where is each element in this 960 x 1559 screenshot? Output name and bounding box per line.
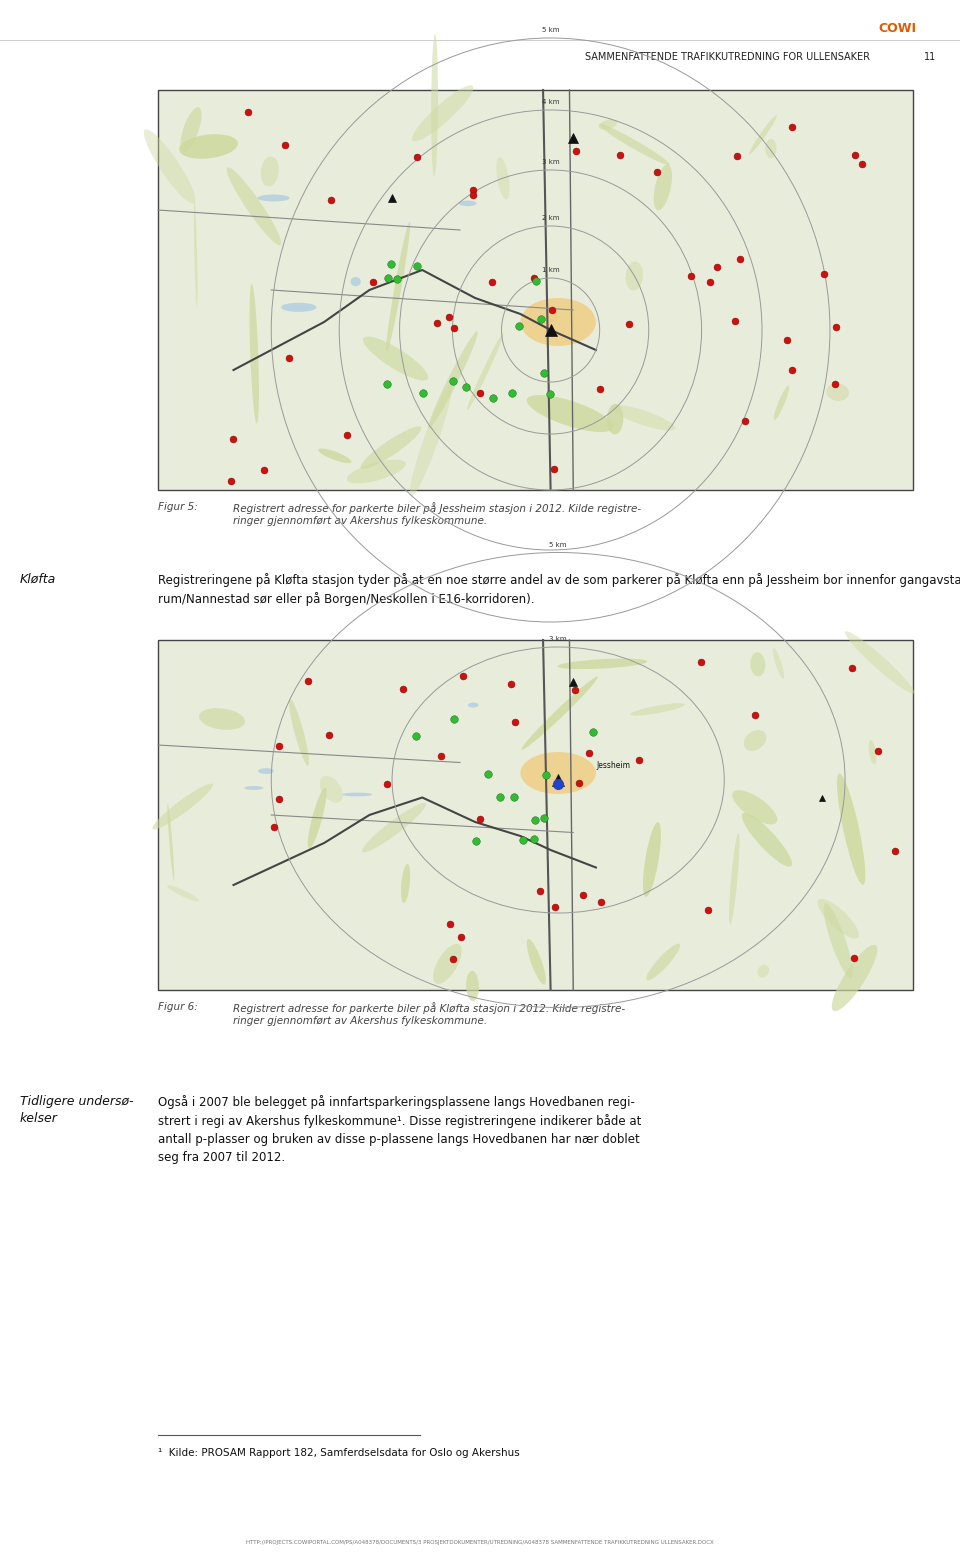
Ellipse shape bbox=[496, 157, 510, 200]
Ellipse shape bbox=[350, 278, 361, 287]
Ellipse shape bbox=[360, 427, 421, 469]
Ellipse shape bbox=[433, 943, 462, 984]
Ellipse shape bbox=[732, 790, 778, 825]
Ellipse shape bbox=[558, 658, 647, 669]
Ellipse shape bbox=[646, 943, 680, 981]
Ellipse shape bbox=[401, 864, 410, 903]
Bar bbox=[158, 641, 913, 990]
Ellipse shape bbox=[845, 631, 914, 694]
Ellipse shape bbox=[654, 165, 672, 210]
Ellipse shape bbox=[827, 384, 849, 401]
Ellipse shape bbox=[308, 787, 326, 848]
Text: Registrert adresse for parkerte biler på Kløfta stasjon i 2012. Kilde registre-
: Registrert adresse for parkerte biler på… bbox=[233, 1002, 625, 1026]
Ellipse shape bbox=[144, 129, 196, 204]
Text: 3 km: 3 km bbox=[541, 159, 560, 165]
Text: 5 km: 5 km bbox=[549, 543, 567, 547]
Text: Figur 5:: Figur 5: bbox=[158, 502, 198, 511]
Ellipse shape bbox=[467, 334, 503, 410]
Text: ¹  Kilde: PROSAM Rapport 182, Samferdselsdata for Oslo og Akershus: ¹ Kilde: PROSAM Rapport 182, Samferdsels… bbox=[158, 1448, 519, 1458]
Ellipse shape bbox=[250, 284, 259, 424]
Text: 1 km: 1 km bbox=[541, 267, 560, 273]
Ellipse shape bbox=[227, 167, 281, 245]
Ellipse shape bbox=[607, 404, 623, 435]
Ellipse shape bbox=[258, 769, 274, 773]
Ellipse shape bbox=[468, 703, 479, 708]
Ellipse shape bbox=[751, 652, 765, 677]
Text: 11: 11 bbox=[924, 51, 936, 62]
Ellipse shape bbox=[749, 115, 777, 154]
Ellipse shape bbox=[599, 123, 670, 165]
Bar bbox=[158, 90, 913, 490]
Ellipse shape bbox=[527, 939, 546, 985]
Ellipse shape bbox=[520, 751, 596, 794]
Ellipse shape bbox=[257, 195, 290, 201]
Text: 3 km: 3 km bbox=[549, 636, 567, 642]
Ellipse shape bbox=[343, 792, 372, 797]
Ellipse shape bbox=[245, 786, 263, 790]
Text: Kløfta: Kløfta bbox=[20, 574, 57, 586]
Ellipse shape bbox=[643, 822, 660, 896]
Ellipse shape bbox=[631, 703, 684, 716]
Ellipse shape bbox=[729, 833, 739, 924]
Ellipse shape bbox=[824, 903, 852, 977]
Text: Figur 6:: Figur 6: bbox=[158, 1002, 198, 1012]
Ellipse shape bbox=[869, 741, 876, 764]
Ellipse shape bbox=[410, 385, 452, 497]
Ellipse shape bbox=[545, 315, 559, 323]
Ellipse shape bbox=[774, 385, 789, 419]
Ellipse shape bbox=[428, 331, 478, 429]
Text: 4 km: 4 km bbox=[541, 100, 560, 106]
Ellipse shape bbox=[194, 201, 198, 307]
Ellipse shape bbox=[362, 803, 426, 853]
Ellipse shape bbox=[180, 134, 238, 159]
Text: 5 km: 5 km bbox=[541, 28, 560, 33]
Ellipse shape bbox=[744, 730, 766, 751]
Text: COWI: COWI bbox=[878, 22, 916, 34]
Text: Registrert adresse for parkerte biler på Jessheim stasjon i 2012. Kilde registre: Registrert adresse for parkerte biler på… bbox=[233, 502, 641, 525]
Ellipse shape bbox=[180, 108, 202, 151]
Text: SAMMENFATTENDE TRAFIKKUTREDNING FOR ULLENSAKER: SAMMENFATTENDE TRAFIKKUTREDNING FOR ULLE… bbox=[585, 51, 870, 62]
Text: Jessheim: Jessheim bbox=[596, 761, 630, 770]
Ellipse shape bbox=[527, 394, 613, 432]
Ellipse shape bbox=[153, 784, 213, 829]
Ellipse shape bbox=[521, 677, 598, 750]
Ellipse shape bbox=[818, 900, 859, 939]
Ellipse shape bbox=[459, 201, 476, 206]
Text: Også i 2007 ble belegget på innfartsparkeringsplassene langs Hovedbanen regi-
st: Også i 2007 ble belegget på innfartspark… bbox=[158, 1094, 641, 1165]
Ellipse shape bbox=[347, 460, 406, 483]
Ellipse shape bbox=[765, 139, 777, 157]
Ellipse shape bbox=[831, 945, 877, 1012]
Ellipse shape bbox=[167, 804, 175, 881]
Ellipse shape bbox=[466, 971, 479, 1001]
Ellipse shape bbox=[320, 776, 343, 803]
Ellipse shape bbox=[611, 405, 675, 430]
Text: Registreringene på Kløfta stasjon tyder på at en noe større andel av de som park: Registreringene på Kløfta stasjon tyder … bbox=[158, 574, 960, 606]
Ellipse shape bbox=[757, 965, 769, 977]
Ellipse shape bbox=[386, 221, 410, 352]
Ellipse shape bbox=[742, 812, 792, 867]
Ellipse shape bbox=[289, 698, 309, 765]
Text: Tidligere undersø-
kelser: Tidligere undersø- kelser bbox=[20, 1094, 133, 1126]
Ellipse shape bbox=[281, 302, 317, 312]
Text: HTTP://PROJECTS.COWIPORTAL.COM/PS/A048378/DOCUMENTS/3 PROSJEKTDOKUMENTER/UTREDNI: HTTP://PROJECTS.COWIPORTAL.COM/PS/A04837… bbox=[246, 1540, 714, 1545]
Ellipse shape bbox=[261, 156, 279, 187]
Text: 2 km: 2 km bbox=[541, 215, 560, 221]
Ellipse shape bbox=[167, 886, 200, 901]
Ellipse shape bbox=[599, 120, 617, 129]
Ellipse shape bbox=[773, 649, 784, 678]
Ellipse shape bbox=[318, 449, 351, 463]
Ellipse shape bbox=[412, 86, 473, 142]
Ellipse shape bbox=[363, 337, 428, 380]
Ellipse shape bbox=[199, 708, 245, 730]
Ellipse shape bbox=[626, 262, 643, 290]
Ellipse shape bbox=[431, 34, 438, 176]
Ellipse shape bbox=[837, 773, 865, 886]
Ellipse shape bbox=[520, 298, 596, 346]
